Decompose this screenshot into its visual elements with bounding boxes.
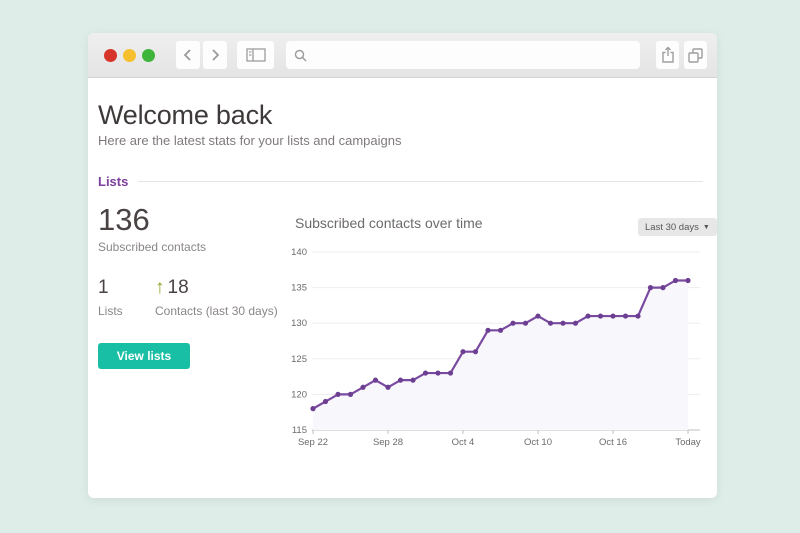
svg-text:Sep 22: Sep 22 [298, 437, 328, 448]
svg-text:Oct 16: Oct 16 [599, 437, 627, 448]
subscribed-contacts-count: 136 [98, 202, 150, 237]
tabs-overview-button[interactable] [684, 41, 707, 69]
zoom-window-button[interactable] [142, 48, 155, 62]
view-lists-button[interactable]: View lists [98, 343, 190, 369]
search-input[interactable] [313, 47, 632, 63]
minimize-window-button[interactable] [123, 48, 136, 62]
share-button[interactable] [656, 41, 679, 69]
chevron-down-icon: ▼ [702, 223, 710, 231]
svg-text:115: 115 [292, 425, 307, 436]
sidebar-toggle-button[interactable] [237, 41, 274, 69]
svg-text:140: 140 [291, 247, 307, 258]
svg-text:Oct 10: Oct 10 [524, 437, 552, 448]
svg-text:125: 125 [291, 354, 307, 365]
date-range-dropdown[interactable]: Last 30 days ▼ [638, 218, 717, 236]
back-button[interactable] [176, 41, 200, 69]
svg-text:Today: Today [675, 437, 701, 448]
lists-count: 1 [98, 277, 109, 298]
section-divider [138, 181, 703, 182]
subscribed-contacts-chart: 115 120 125 130 135 140 Sep 22 Sep 28 Oct 4 Oct 1… [291, 247, 701, 448]
contacts-growth-stat: ↑ 18 Contacts (last 30 days) [155, 277, 278, 318]
page-content: Welcome back Here are the latest stats f… [88, 78, 717, 498]
share-icon [661, 46, 674, 63]
tabs-icon [688, 47, 703, 63]
growth-up-arrow-icon: ↑ [155, 277, 165, 298]
close-window-button[interactable] [104, 48, 117, 62]
page-subtitle: Here are the latest stats for your lists… [98, 133, 402, 148]
lists-count-label: Lists [98, 304, 123, 318]
subscribed-contacts-label: Subscribed contacts [98, 240, 207, 254]
address-search-field[interactable] [286, 41, 640, 69]
svg-text:Sep 28: Sep 28 [373, 437, 403, 448]
sidebar-icon [245, 48, 266, 62]
search-icon [294, 49, 307, 62]
growth-label: Contacts (last 30 days) [155, 304, 278, 318]
forward-button[interactable] [203, 41, 227, 69]
svg-text:135: 135 [291, 283, 307, 294]
traffic-lights [104, 48, 161, 62]
chevron-left-icon [183, 49, 191, 61]
browser-toolbar [88, 33, 717, 78]
growth-value: 18 [167, 277, 189, 298]
lists-count-stat: 1 Lists [98, 277, 123, 318]
browser-window: Welcome back Here are the latest stats f… [88, 33, 717, 498]
chart-title: Subscribed contacts over time [295, 215, 483, 231]
lists-section-heading: Lists [98, 174, 129, 189]
svg-text:Oct 4: Oct 4 [452, 437, 475, 448]
page-title: Welcome back [98, 100, 273, 130]
svg-text:120: 120 [291, 389, 307, 400]
lists-section-header: Lists [98, 174, 703, 189]
svg-text:130: 130 [291, 318, 307, 329]
chevron-right-icon [212, 49, 220, 61]
date-range-label: Last 30 days [645, 221, 699, 233]
